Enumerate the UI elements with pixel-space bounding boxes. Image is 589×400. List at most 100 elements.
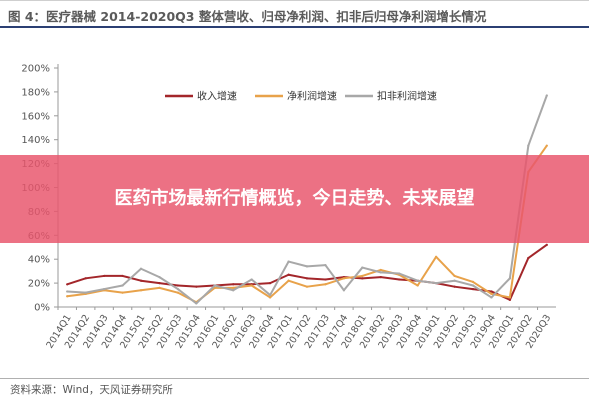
series-1-point: [103, 274, 106, 278]
series-2-segment: [269, 279, 290, 299]
y-tick-label: 200%: [21, 64, 50, 75]
series-1-point: [176, 284, 179, 287]
series-3-segment: [287, 260, 308, 268]
top-rule: [0, 0, 589, 1]
series-3-segment: [269, 260, 290, 297]
series-3-point: [324, 264, 327, 267]
series-1-point: [453, 285, 456, 288]
x-axis: 2014Q12014Q22014Q32014Q42015Q12015Q22015…: [44, 306, 556, 351]
series-3-point: [453, 279, 456, 282]
series-3-segment: [490, 277, 511, 299]
series-3-point: [139, 267, 143, 270]
headline-banner[interactable]: 医药市场最新行情概览，今日走势、未来展望: [0, 155, 589, 243]
series-2-segment: [342, 274, 364, 280]
series-2-segment: [324, 277, 345, 286]
series-1-segment: [195, 284, 216, 288]
series-1-point: [195, 285, 198, 288]
series-1-segment: [361, 276, 382, 280]
series-2-point: [121, 291, 124, 294]
series-2-point: [66, 295, 69, 298]
series-1-segment: [140, 279, 161, 285]
series-1-point: [508, 298, 511, 301]
series-2-point: [287, 279, 290, 282]
series-3-segment: [140, 267, 161, 279]
series-2-point: [361, 274, 364, 278]
series-3-point: [508, 277, 511, 280]
series-1-segment: [84, 274, 106, 280]
series-2-segment: [435, 255, 456, 277]
series-3-point: [103, 287, 106, 291]
series-3-point: [176, 287, 179, 291]
series-1-segment: [158, 282, 179, 287]
series-3-point: [342, 289, 345, 292]
series-2-segment: [398, 273, 419, 287]
legend: 收入增速 净利润增速 扣非利润增速: [165, 90, 437, 103]
y-tick-label: 180%: [21, 87, 50, 98]
headline-text[interactable]: 医药市场最新行情概览，今日走势、未来展望: [114, 188, 475, 209]
series-2-point: [158, 286, 161, 289]
series-2-segment: [158, 286, 179, 294]
series-3-point: [121, 284, 124, 287]
series-2-segment: [453, 274, 474, 283]
y-tick-label: 40%: [28, 255, 50, 266]
series-3-segment: [472, 284, 493, 299]
series-2-segment: [84, 289, 106, 295]
series-1-point: [66, 283, 69, 286]
series-3-point: [84, 291, 87, 294]
series-3: [66, 94, 548, 305]
series-2-segment: [306, 283, 327, 288]
series-2-segment: [140, 286, 161, 292]
figure-title: 图 4：医疗器械 2014-2020Q3 整体营收、归母净利润、扣非后归母净利润…: [8, 9, 487, 24]
series-1-point: [471, 287, 475, 291]
legend-label: 收入增速: [197, 90, 237, 103]
series-1-point: [158, 282, 161, 285]
series-1-segment: [379, 276, 401, 281]
series-2-point: [453, 274, 456, 278]
series-1-point: [379, 276, 382, 279]
series-1-segment: [508, 257, 530, 301]
legend-label: 扣非利润增速: [377, 90, 437, 103]
series-3-segment: [527, 94, 548, 147]
series-3-segment: [158, 276, 179, 291]
series-3-point: [398, 272, 401, 275]
series-3-point: [195, 302, 198, 305]
series-2-segment: [103, 289, 124, 294]
series-3-point: [490, 296, 493, 299]
series-2-segment: [66, 292, 87, 298]
series-2-point: [250, 284, 253, 287]
series-2-segment: [121, 289, 142, 294]
series-3-segment: [103, 284, 124, 291]
series-3-point: [361, 266, 364, 269]
series-1-point: [232, 283, 235, 286]
title-rule: [0, 26, 589, 28]
series-1-point: [398, 278, 401, 281]
series-2-point: [508, 296, 511, 299]
series-1-point: [139, 279, 143, 282]
series-1-segment: [527, 243, 548, 260]
series-2-point: [232, 286, 235, 289]
series-3-segment: [379, 271, 401, 275]
series-2-point: [324, 283, 327, 286]
y-tick-label: 0%: [34, 303, 50, 314]
series-3-segment: [213, 284, 235, 292]
series-3-point: [379, 271, 382, 274]
series-3-segment: [232, 278, 253, 292]
series-3-point: [287, 260, 290, 263]
series-3-point: [232, 289, 235, 292]
series-layer: [66, 94, 548, 305]
series-3-point: [250, 278, 253, 281]
series-2-segment: [287, 279, 308, 288]
series-3-segment: [306, 264, 327, 268]
series-2-point: [305, 285, 309, 288]
series-3-segment: [250, 278, 272, 297]
series-3-point: [471, 284, 475, 287]
series-1-point: [324, 278, 327, 281]
series-3-segment: [361, 266, 382, 274]
series-3-segment: [453, 279, 474, 287]
series-1-segment: [287, 273, 308, 280]
series-3-point: [435, 282, 438, 285]
series-2-segment: [250, 284, 272, 299]
y-tick-label: 20%: [28, 279, 50, 290]
series-3-point: [305, 265, 309, 268]
series-1-point: [527, 256, 530, 260]
